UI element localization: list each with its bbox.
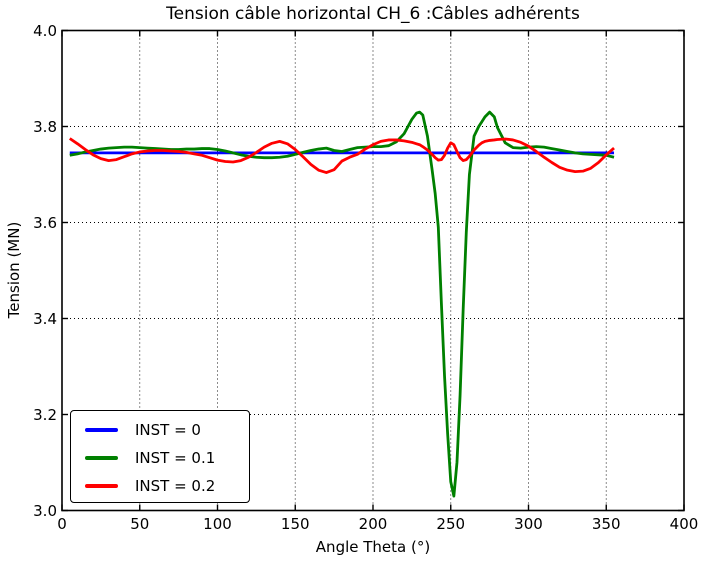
y-tick-label: 3.4 bbox=[33, 309, 57, 328]
series-line-1 bbox=[69, 110, 615, 498]
chart-title: Tension câble horizontal CH_6 :Câbles ad… bbox=[166, 4, 580, 24]
y-tick-label: 3.0 bbox=[33, 501, 57, 520]
series-line-2 bbox=[68, 137, 615, 174]
legend-line-swatch bbox=[85, 484, 118, 488]
legend: INST = 0 INST = 0.1 INST = 0.2 bbox=[70, 410, 250, 503]
y-axis-label: Tension (MN) bbox=[5, 221, 23, 319]
legend-label: INST = 0.1 bbox=[135, 449, 216, 467]
y-tick-label: 3.2 bbox=[33, 405, 57, 424]
legend-label: INST = 0.2 bbox=[135, 477, 216, 495]
x-tick-label: 50 bbox=[130, 515, 150, 533]
x-tick-label: 100 bbox=[203, 515, 232, 533]
legend-item: INST = 0.1 bbox=[71, 444, 249, 472]
x-tick-label: 250 bbox=[436, 515, 466, 533]
legend-line-swatch bbox=[85, 428, 118, 432]
y-tick-label: 4.0 bbox=[33, 21, 57, 40]
y-tick-label: 3.8 bbox=[33, 117, 57, 136]
legend-item: INST = 0.2 bbox=[71, 472, 249, 500]
x-tick-label: 400 bbox=[669, 515, 699, 533]
x-tick-label: 350 bbox=[591, 515, 621, 533]
x-tick-label: 150 bbox=[280, 515, 310, 533]
x-tick-label: 200 bbox=[358, 515, 388, 533]
x-tick-label: 0 bbox=[57, 515, 67, 533]
x-axis-label: Angle Theta (°) bbox=[315, 538, 431, 556]
legend-item: INST = 0 bbox=[71, 416, 249, 444]
legend-line-swatch bbox=[85, 456, 118, 460]
x-tick-label: 300 bbox=[514, 515, 543, 533]
legend-label: INST = 0 bbox=[135, 421, 201, 439]
y-tick-label: 3.6 bbox=[33, 213, 57, 232]
